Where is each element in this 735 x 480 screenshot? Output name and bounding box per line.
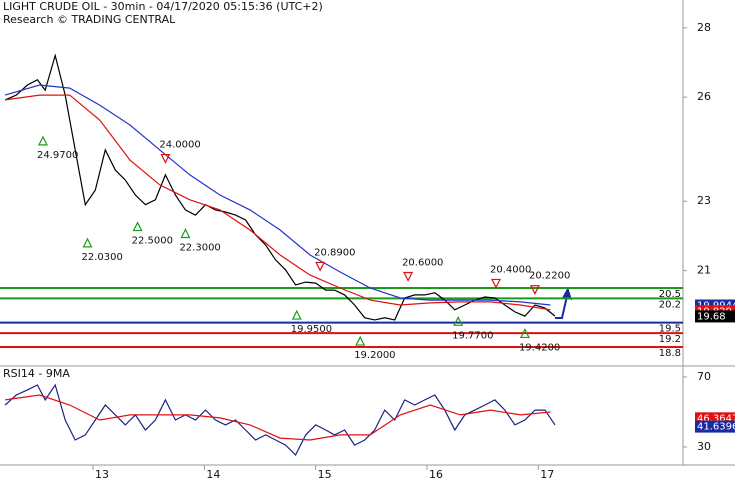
y-tick-label: 28 (697, 21, 711, 34)
y-tick-label: 30 (697, 440, 711, 453)
pivot-marker (132, 221, 143, 232)
price-tag-label: 19.68 (697, 311, 726, 322)
pivot-label: 19.7700 (452, 330, 493, 341)
price-tag (695, 420, 735, 433)
projection-arrow-head (562, 287, 572, 300)
pivot-marker (82, 237, 93, 248)
pivot-marker (291, 309, 302, 320)
pivot-label: 20.4000 (490, 264, 531, 275)
pivot-marker (37, 135, 48, 146)
pivot-marker (529, 285, 540, 296)
y-tick-label: 70 (697, 370, 711, 383)
level-label: 19.2 (659, 334, 681, 345)
chart-title: LIGHT CRUDE OIL - 30min - 04/17/2020 05:… (3, 0, 323, 13)
level-label: 20.5 (659, 289, 681, 300)
pivot-label: 20.8900 (314, 247, 355, 258)
series-line (4, 53, 556, 321)
y-tick-label: 26 (697, 90, 711, 103)
source: Research © TRADING CENTRAL (3, 13, 176, 26)
pivot-marker (453, 315, 464, 326)
pivot-marker (160, 153, 171, 164)
pivot-marker (403, 271, 414, 282)
pivot-marker (180, 228, 191, 239)
x-tick-label: 17 (540, 468, 554, 480)
pivot-label: 19.9500 (291, 324, 332, 335)
pivot-label: 22.0300 (81, 252, 122, 263)
x-tick-label: 13 (95, 468, 109, 480)
pivot-label: 24.0000 (159, 140, 200, 151)
pivot-label: 24.9700 (37, 150, 78, 161)
series-line (5, 394, 551, 441)
series-line (5, 94, 551, 311)
price-tag-label: 41.6396 (697, 422, 735, 433)
pivot-marker (355, 335, 366, 346)
series-line (4, 84, 551, 306)
pivot-label: 19.4200 (519, 342, 560, 353)
pivot-marker (491, 278, 501, 289)
price-tag (695, 310, 735, 323)
pivot-label: 20.6000 (402, 258, 443, 269)
x-tick-label: 14 (206, 468, 220, 480)
y-tick-label: 23 (697, 194, 711, 207)
x-tick-label: 16 (429, 468, 443, 480)
pivot-label: 20.2200 (529, 271, 570, 282)
y-tick-label: 21 (697, 264, 711, 277)
pivot-marker (519, 328, 530, 339)
level-label: 20.2 (659, 299, 681, 310)
price-tag-label: 46.3647 (697, 413, 735, 424)
pivot-label: 22.3000 (179, 243, 220, 254)
x-tick-label: 15 (318, 468, 332, 480)
pivot-marker (315, 261, 326, 272)
panel-title: RSI14 - 9MA (3, 367, 70, 380)
projection-arrow (555, 295, 568, 319)
level-label: 19.5 (659, 324, 681, 335)
level-label: 18.8 (659, 348, 681, 359)
series-line (4, 383, 556, 457)
pivot-label: 22.5000 (132, 236, 173, 247)
pivot-label: 19.2000 (354, 350, 395, 361)
